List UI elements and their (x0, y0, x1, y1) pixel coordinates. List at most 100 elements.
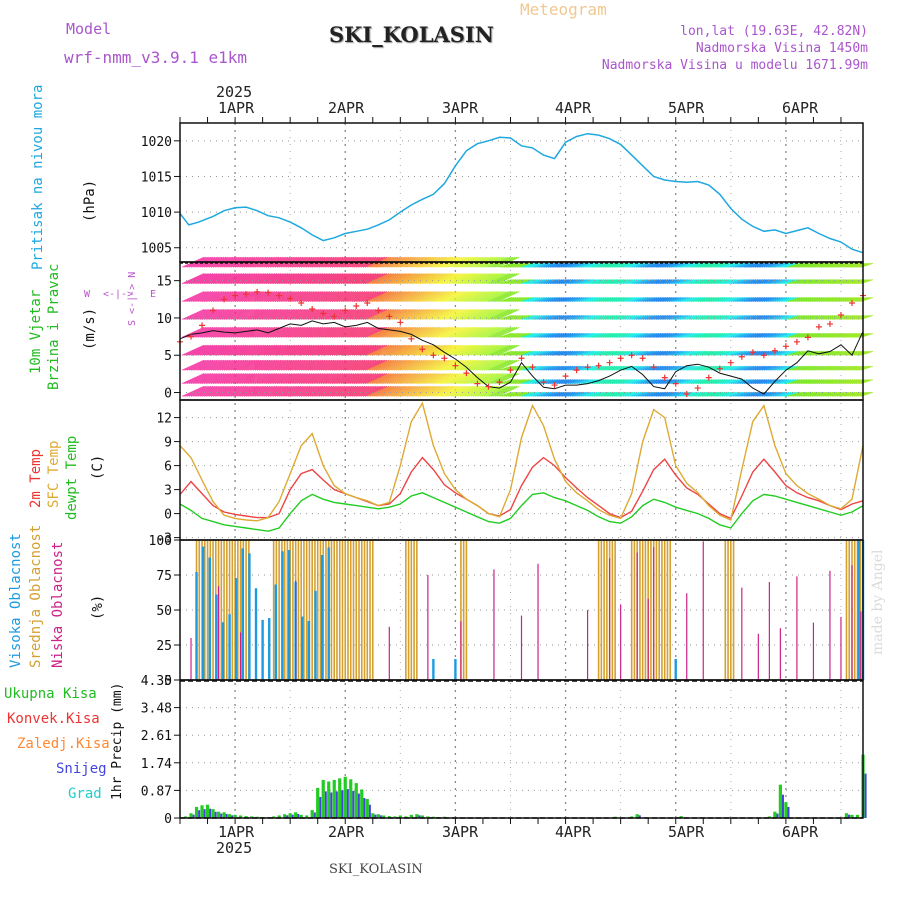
wind-gust-point (485, 383, 492, 390)
precip-total-label: Ukupna Kisa (4, 686, 97, 702)
wind-gust-point (364, 300, 371, 307)
precip-snow-bar (341, 790, 344, 818)
panel-frame-5 (179, 679, 864, 819)
precip-snow-bar (313, 812, 316, 818)
precip-snow-bar (324, 791, 327, 818)
precip-total-bar (277, 815, 281, 818)
precip-total-bar (371, 813, 375, 818)
ytick-label-1-1: 5 (164, 349, 172, 364)
pressure-series-line (179, 132, 864, 254)
precip-total-bar (784, 802, 788, 818)
wind-gust-point (518, 355, 525, 362)
precip-snow-bar (214, 811, 217, 818)
precip-total-bar (294, 812, 298, 818)
day-label-bottom-2: 2APR (328, 823, 365, 841)
precip-snow-bar (319, 796, 322, 818)
wind-speed-line (179, 320, 864, 395)
model-elevation-text: Nadmorska Visina u modelu 1671.99m (601, 58, 868, 73)
wind-gust-point (232, 292, 239, 299)
wind-gust-point (386, 313, 393, 320)
precip-total-bar (844, 813, 849, 818)
precip-total-bar (635, 814, 639, 818)
wind-gust-point (221, 296, 228, 303)
wind-gust-point (265, 289, 272, 296)
day-label-top-5: 5APR (668, 99, 705, 117)
wind-gust-point (375, 307, 382, 314)
precip-total-bar (272, 816, 276, 818)
precip-snow-bar (776, 813, 779, 818)
day-label-bottom-3: 3APR (442, 823, 479, 841)
wind-gust-point (562, 373, 569, 380)
precip-snow-bar (335, 791, 338, 818)
precip-total-bar (382, 815, 386, 818)
wind-gust-point (408, 335, 415, 342)
precip-total-bar (194, 806, 199, 818)
wind-gust-point (727, 359, 734, 366)
precip-total-bar (778, 784, 782, 818)
wind-gust-point (540, 379, 547, 386)
station-title: SKI_KOLASIN (329, 22, 494, 47)
precip-snow-bar (781, 794, 784, 818)
precip-total-bar (376, 814, 380, 818)
precip-snow-bar (286, 815, 289, 818)
wind-gust-point (210, 307, 217, 314)
ytick-label-3-3: 75 (156, 569, 172, 584)
wind-dir-e: E (150, 289, 157, 300)
wind-barb-field (181, 256, 873, 397)
ytick-label-1-2: 10 (156, 312, 172, 327)
precip-total-bar (360, 789, 364, 818)
day-label-top-6: 6APR (782, 99, 819, 117)
wind-gust-point (507, 367, 514, 374)
wind-gust-point (298, 300, 305, 307)
precip-snow-bar (357, 793, 360, 818)
model-name: wrf-nmm_v3.9.1 e1km (64, 48, 248, 67)
ytick-label-4-4: 3.48 (141, 702, 172, 717)
wind-gust-point (606, 359, 613, 366)
precip-snow-bar (192, 814, 195, 818)
precip-total-bar (420, 815, 424, 818)
wind-gust-point (771, 347, 778, 354)
wind-gust-point (188, 333, 195, 340)
precip-total-bar (250, 816, 254, 818)
wind-dir-arrow-h: <-|-> (103, 289, 134, 300)
wind-gust-point (496, 379, 503, 386)
precip-total-bar (332, 779, 336, 818)
ytick-label-2-3: 6 (164, 460, 172, 475)
wind-gust-point (628, 352, 635, 359)
temp-series-0 (179, 456, 864, 520)
wind-gust-point (452, 362, 459, 369)
ytick-label-0-3: 1020 (141, 135, 172, 150)
precip-total-bar (773, 811, 777, 818)
ytick-label-2-2: 3 (164, 484, 172, 499)
precip-total-bar (343, 776, 347, 818)
precip-total-bar (850, 814, 854, 818)
precip-total-bar (211, 809, 215, 818)
ytick-label-2-1: 0 (164, 508, 172, 523)
precip-snow-bar (638, 815, 641, 818)
wind-gust-point (309, 305, 316, 312)
wind-gust-point (760, 352, 767, 359)
year-bottom: 2025 (216, 839, 253, 857)
wind-gust-point (463, 370, 470, 377)
precip-snow-bar (209, 808, 212, 818)
ytick-label-0-2: 1015 (141, 170, 172, 185)
precip-total-bar (415, 814, 419, 818)
wind-gust-point (419, 346, 426, 353)
precip-total-bar (321, 779, 325, 818)
day-label-bottom-5: 5APR (668, 823, 705, 841)
ytick-label-1-3: 15 (156, 275, 172, 290)
precip-snow-bar (368, 804, 371, 818)
wind-gust-point (430, 352, 437, 359)
precip-snow-bar (864, 773, 867, 818)
precip-snow-bar (363, 798, 366, 818)
wind-gust-point (287, 295, 294, 302)
day-label-top-4: 4APR (555, 99, 592, 117)
precip-total-bar (216, 811, 221, 818)
precip-total-bar (288, 813, 292, 818)
precip-total-bar (200, 805, 204, 818)
day-label-top-3: 3APR (442, 99, 479, 117)
wind-gust-point (584, 364, 591, 371)
wind-gust-point (331, 313, 338, 320)
wind-gust-point (804, 334, 811, 341)
wind-gust-point (683, 391, 690, 398)
